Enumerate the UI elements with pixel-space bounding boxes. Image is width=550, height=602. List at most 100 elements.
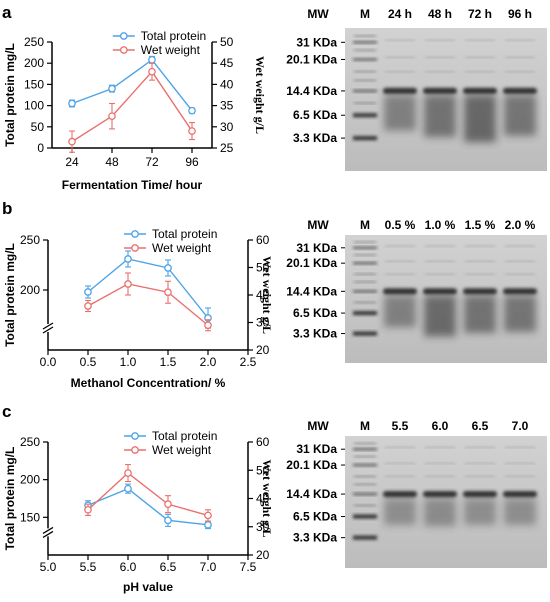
gel-sample-faint-band <box>385 273 415 275</box>
gel-sample-band <box>423 491 457 498</box>
gel-marker-band-faint <box>354 504 376 507</box>
gel-sample-faint-band <box>505 273 535 275</box>
gel-marker-band-faint <box>354 483 376 486</box>
left-tick-label: 200 <box>20 473 40 487</box>
gel-mw-label: 14.4 KDa <box>286 84 337 98</box>
x-axis-title: Methanol Concentration/ % <box>71 376 226 390</box>
gel-sample-band <box>463 87 497 94</box>
x-tick-label: 7.0 <box>200 560 217 574</box>
gel-marker-band-faint <box>354 475 376 478</box>
gel-lane-label: 96 h <box>508 7 532 21</box>
chart-fermentation-time: 0 50 100 150 200 250 25 30 35 40 45 50 24 48 72 96 Total… <box>3 29 267 192</box>
legend-label-protein: Total protein <box>152 429 217 443</box>
gel-sample-faint-band <box>425 39 455 41</box>
gel-sample-smear <box>464 498 496 526</box>
gel-lane-label: 1.5 % <box>465 218 496 232</box>
gel-marker-header: M <box>360 419 370 433</box>
gel-mw-label: 20.1 KDa <box>286 458 337 472</box>
gel-sample-faint-band <box>385 245 415 247</box>
data-point <box>204 521 212 529</box>
gel-sample-faint-band <box>425 245 455 247</box>
gel-mw-header: MW <box>307 419 329 433</box>
data-point <box>84 505 92 514</box>
gel-sample-faint-band <box>465 446 495 449</box>
gel-sample-faint-band <box>385 475 415 478</box>
legend-swatch-marker <box>131 244 139 252</box>
gel-sample-smear <box>384 94 416 131</box>
right-tick-label: 60 <box>256 233 270 247</box>
left-tick-label: 100 <box>24 99 44 113</box>
gel-marker-band-faint <box>354 281 376 283</box>
gel-marker-header: M <box>360 218 370 232</box>
axis-break-gap <box>44 324 52 332</box>
gel-sample-smear <box>424 498 456 527</box>
gel-sample-faint-band <box>425 446 455 449</box>
left-tick-label: 50 <box>31 120 45 134</box>
right-tick-label: 35 <box>220 99 234 113</box>
gel-sample-smear <box>384 498 416 526</box>
legend-label-weight: Wet weight <box>141 43 201 57</box>
left-tick-label: 200 <box>20 283 40 297</box>
gel-sample-band <box>463 491 497 498</box>
left-tick-label: 150 <box>20 510 40 524</box>
data-point <box>148 67 156 76</box>
gel-mw-header: MW <box>307 7 329 21</box>
data-point <box>204 321 212 330</box>
right-tick-label: 50 <box>220 35 234 49</box>
gel-mw-label: 31 KDa <box>296 35 337 49</box>
gel-mw-label: 3.3 KDa <box>293 131 337 145</box>
series-line-total-protein <box>87 258 209 319</box>
series-line-total-protein <box>71 58 193 112</box>
gel-mw-label: 3.3 KDa <box>293 327 337 341</box>
x-tick-label: 6.0 <box>120 560 137 574</box>
gel-mw-label: 20.1 KDa <box>286 256 337 270</box>
x-tick-label: 24 <box>65 155 79 169</box>
x-tick-label: 5.0 <box>40 560 57 574</box>
gel-mw-label: 3.3 KDa <box>293 531 337 545</box>
legend-swatch-marker <box>131 446 139 454</box>
gel-mw-label: 20.1 KDa <box>286 52 337 66</box>
right-tick-label: 50 <box>256 463 270 477</box>
x-tick-label: 96 <box>185 155 199 169</box>
series-line-wet-weight <box>87 283 209 326</box>
data-point <box>148 55 156 64</box>
gel-lane-label: 48 h <box>428 7 452 21</box>
legend-swatch-marker <box>131 230 139 238</box>
gel-marker-band <box>353 261 377 265</box>
gel-sample-faint-band <box>505 462 535 464</box>
legend-swatch-marker <box>119 32 128 40</box>
x-tick-label: 72 <box>145 155 159 169</box>
gel-sample-faint-band <box>425 475 455 478</box>
data-point <box>188 106 196 115</box>
gel-marker-band-faint <box>354 254 376 256</box>
x-tick-label: 1.5 <box>160 355 177 369</box>
gel-sample-faint-band <box>385 462 415 464</box>
gel-mw-label: 6.5 KDa <box>293 108 337 122</box>
gel-marker-band-faint <box>354 273 376 275</box>
gel-marker-band <box>353 331 377 336</box>
gel-sample-faint-band <box>385 39 415 41</box>
gel-marker-band <box>353 535 377 540</box>
right-tick-label: 30 <box>220 120 234 134</box>
gel-sample-faint-band <box>465 245 495 247</box>
gel-sample-band <box>383 87 417 94</box>
gel-lane-label: 72 h <box>468 7 492 21</box>
right-tick-label: 30 <box>256 520 270 534</box>
data-point <box>124 280 132 288</box>
gel-fermentation-time: MW M 24 h 48 h 72 h 96 h 31 KDa 20.1 KDa 14.4 KD… <box>286 7 547 171</box>
gel-sample-faint-band <box>425 70 455 73</box>
x-tick-label: 7.5 <box>240 560 257 574</box>
data-point <box>164 516 172 525</box>
x-axis-title: Fermentation Time/ hour <box>62 178 203 192</box>
data-point <box>68 137 76 146</box>
gel-sample-smear <box>504 94 536 136</box>
gel-marker-band-faint <box>354 79 376 82</box>
right-tick-label: 50 <box>256 261 270 275</box>
gel-ph-value: MW M 5.5 6.0 6.5 7.0 31 KDa 20.1 KDa 14.4 KDa 6.5… <box>286 419 547 568</box>
gel-sample-smear <box>504 295 536 332</box>
gel-marker-band <box>353 136 377 141</box>
series-line-wet-weight <box>71 70 193 143</box>
left-tick-label: 0 <box>37 141 44 155</box>
y-axis-title-left: Total protein mg/L <box>3 43 17 147</box>
